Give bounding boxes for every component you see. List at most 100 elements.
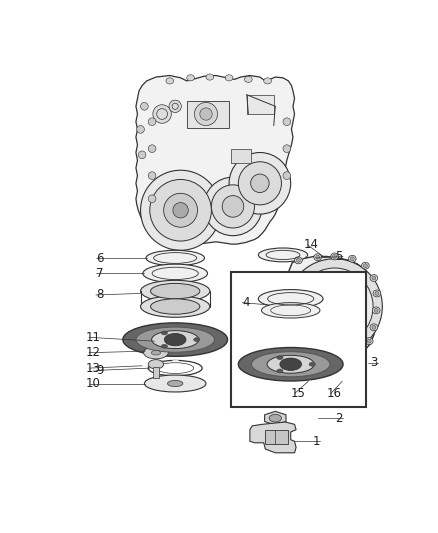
Ellipse shape [148, 118, 156, 126]
Ellipse shape [306, 357, 314, 364]
Ellipse shape [283, 118, 291, 126]
Ellipse shape [282, 301, 286, 304]
Text: 3: 3 [370, 356, 378, 369]
Ellipse shape [141, 296, 210, 317]
Ellipse shape [166, 78, 173, 84]
Polygon shape [136, 76, 294, 244]
Ellipse shape [277, 356, 283, 360]
Ellipse shape [169, 100, 181, 112]
Ellipse shape [258, 289, 323, 308]
Bar [153, 367, 159, 378]
Polygon shape [283, 256, 378, 363]
Ellipse shape [161, 344, 167, 348]
Ellipse shape [148, 360, 164, 369]
Text: 2: 2 [336, 411, 343, 425]
Ellipse shape [302, 324, 346, 367]
Ellipse shape [281, 324, 285, 328]
Text: 12: 12 [85, 346, 100, 359]
Text: 11: 11 [85, 331, 100, 344]
Ellipse shape [161, 341, 170, 349]
Ellipse shape [157, 109, 167, 119]
Ellipse shape [229, 152, 291, 214]
Ellipse shape [148, 145, 156, 152]
Ellipse shape [137, 126, 145, 133]
Ellipse shape [151, 284, 200, 299]
Ellipse shape [141, 102, 148, 110]
Ellipse shape [283, 342, 287, 345]
Ellipse shape [372, 307, 380, 314]
Ellipse shape [283, 172, 291, 180]
Ellipse shape [164, 334, 186, 346]
Ellipse shape [287, 259, 382, 354]
Ellipse shape [150, 180, 212, 241]
Text: 15: 15 [291, 387, 306, 400]
Ellipse shape [173, 203, 188, 218]
Ellipse shape [258, 248, 307, 262]
Ellipse shape [200, 108, 212, 120]
Ellipse shape [294, 257, 302, 264]
Ellipse shape [375, 292, 379, 295]
Ellipse shape [206, 74, 214, 80]
Ellipse shape [331, 253, 339, 260]
Ellipse shape [283, 279, 287, 283]
Ellipse shape [212, 185, 254, 228]
Ellipse shape [277, 369, 283, 373]
Ellipse shape [238, 161, 282, 205]
Ellipse shape [225, 75, 233, 81]
Ellipse shape [161, 331, 167, 335]
Ellipse shape [145, 375, 206, 392]
Ellipse shape [136, 327, 215, 352]
Ellipse shape [194, 338, 200, 342]
Ellipse shape [370, 324, 378, 331]
Ellipse shape [148, 172, 156, 180]
Ellipse shape [251, 352, 330, 377]
Ellipse shape [194, 102, 218, 126]
Ellipse shape [204, 177, 262, 236]
Text: 1: 1 [312, 435, 320, 448]
Ellipse shape [314, 254, 321, 261]
Ellipse shape [238, 348, 343, 381]
Ellipse shape [364, 264, 367, 268]
Ellipse shape [309, 362, 315, 366]
Ellipse shape [144, 346, 168, 359]
Text: 14: 14 [304, 238, 319, 252]
Ellipse shape [296, 268, 373, 345]
Ellipse shape [373, 290, 381, 297]
Ellipse shape [367, 339, 371, 343]
Ellipse shape [327, 360, 331, 364]
Ellipse shape [141, 170, 221, 251]
Ellipse shape [187, 75, 194, 81]
Ellipse shape [264, 78, 272, 84]
Text: 8: 8 [96, 288, 103, 302]
Ellipse shape [261, 303, 320, 318]
Ellipse shape [279, 322, 287, 329]
Ellipse shape [151, 350, 161, 355]
Ellipse shape [163, 343, 167, 347]
Ellipse shape [251, 174, 269, 192]
Ellipse shape [332, 255, 336, 259]
Ellipse shape [143, 264, 208, 282]
Ellipse shape [267, 356, 314, 373]
Ellipse shape [358, 351, 362, 354]
Bar [231, 272, 366, 407]
Ellipse shape [244, 76, 252, 83]
Ellipse shape [316, 255, 320, 259]
Bar [231, 149, 251, 163]
Bar [247, 95, 274, 114]
Ellipse shape [222, 196, 244, 217]
Ellipse shape [345, 358, 349, 361]
Bar [187, 101, 229, 128]
Ellipse shape [372, 276, 376, 280]
Ellipse shape [151, 299, 200, 314]
Text: 7: 7 [96, 267, 103, 280]
Ellipse shape [349, 255, 356, 262]
Ellipse shape [361, 262, 369, 269]
Ellipse shape [365, 338, 373, 345]
Text: 13: 13 [85, 361, 100, 375]
Ellipse shape [153, 336, 162, 343]
Ellipse shape [305, 277, 364, 336]
Text: 16: 16 [327, 387, 342, 400]
Ellipse shape [141, 280, 210, 302]
Ellipse shape [293, 352, 297, 356]
Ellipse shape [123, 323, 228, 357]
